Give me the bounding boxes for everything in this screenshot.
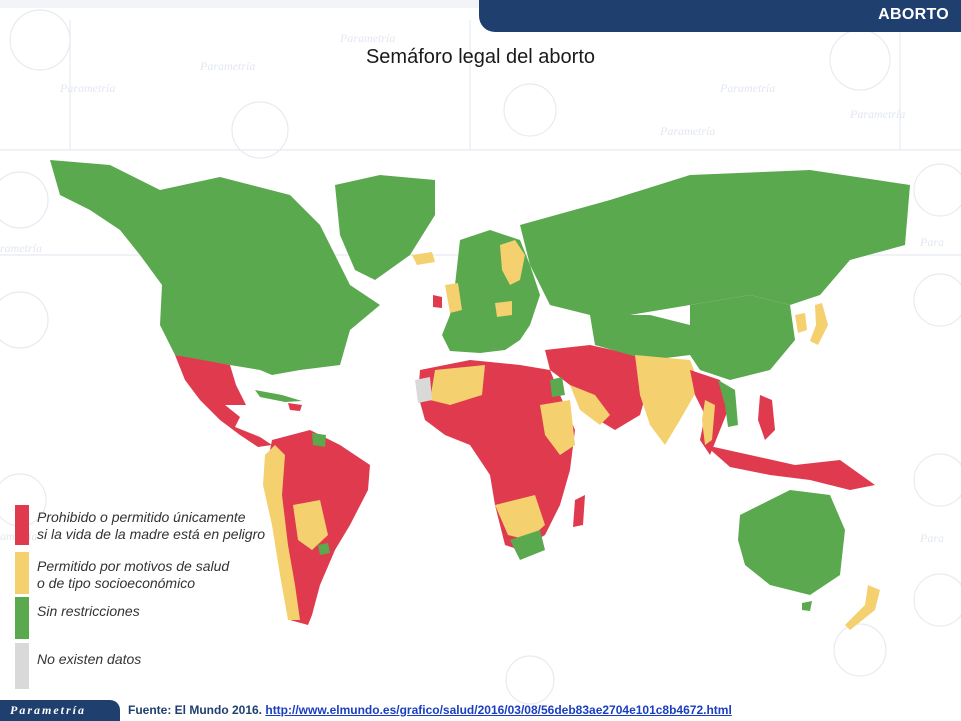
- world-map: [50, 160, 910, 630]
- legend-swatch-yellow: [15, 552, 29, 594]
- svg-text:Parametría: Parametría: [719, 81, 775, 95]
- svg-text:Parametría: Parametría: [199, 59, 255, 73]
- legend-red-line1: Prohibido o permitido únicamente: [37, 509, 246, 525]
- svg-text:Parametría: Parametría: [339, 31, 395, 45]
- legend-swatch-grey: [15, 643, 29, 689]
- region-iceland: [412, 252, 435, 265]
- svg-text:rametría: rametría: [0, 241, 42, 255]
- parametria-logo: Parametría: [0, 700, 120, 721]
- region-ireland: [433, 295, 442, 308]
- legend-green-line1: Sin restricciones: [37, 603, 140, 619]
- region-central-asia: [590, 315, 690, 360]
- region-uk: [445, 283, 462, 313]
- region-east-africa-yellow: [540, 400, 575, 455]
- region-caribbean: [255, 390, 302, 402]
- region-bolivia-paraguay: [293, 500, 328, 550]
- region-vietnam: [718, 380, 738, 427]
- section-tab: ABORTO: [479, 0, 961, 32]
- region-greenland: [335, 175, 435, 280]
- region-thailand: [702, 400, 715, 445]
- region-australia: [738, 490, 845, 595]
- svg-text:Para: Para: [919, 235, 944, 249]
- page-title: Semáforo legal del aborto: [365, 46, 596, 68]
- source-label: Fuente: El Mundo 2016.: [128, 703, 263, 717]
- footer: Parametría Fuente: El Mundo 2016. http:/…: [0, 700, 961, 721]
- source-link[interactable]: http://www.elmundo.es/grafico/salud/2016…: [265, 703, 732, 717]
- region-middle-east: [545, 345, 650, 430]
- region-southern-africa-yellow: [495, 495, 545, 540]
- svg-text:Parametría: Parametría: [849, 107, 905, 121]
- region-south-america-andes: [263, 445, 300, 620]
- legend-swatch-green: [15, 597, 29, 639]
- legend-yellow-line1: Permitido por motivos de salud: [37, 558, 230, 574]
- region-uruguay: [318, 543, 330, 555]
- region-philippines: [758, 395, 775, 440]
- svg-text:Para: Para: [919, 531, 944, 545]
- legend-grey-line1: No existen datos: [37, 651, 142, 667]
- legend-yellow-line2: o de tipo socioeconómico: [37, 575, 195, 591]
- footer-logo-text: Parametría: [10, 703, 86, 717]
- region-sahel-yellow: [430, 365, 485, 405]
- region-south-africa: [510, 530, 545, 560]
- region-madagascar: [573, 495, 585, 527]
- region-guyana: [312, 433, 326, 447]
- source-note: Fuente: El Mundo 2016. http://www.elmund…: [128, 703, 732, 717]
- legend-red-line2: si la vida de la madre está en peligro: [37, 526, 266, 542]
- region-india: [635, 355, 700, 445]
- region-western-sahara: [415, 377, 432, 403]
- region-korea: [795, 313, 807, 333]
- region-china: [690, 295, 795, 380]
- region-new-zealand: [845, 585, 880, 630]
- region-mexico-central-america: [175, 355, 272, 447]
- region-scandinavia: [500, 240, 525, 285]
- region-ethiopia-green: [550, 377, 565, 397]
- region-hispaniola: [288, 403, 302, 411]
- region-indonesia: [705, 445, 875, 490]
- svg-text:Parametría: Parametría: [659, 124, 715, 138]
- region-arabia-yellow: [570, 385, 610, 425]
- region-tasmania: [802, 601, 812, 611]
- region-russia: [520, 170, 910, 315]
- legend-swatch-red: [15, 505, 29, 545]
- section-tab-label: ABORTO: [878, 6, 949, 23]
- region-north-america: [50, 160, 380, 375]
- region-poland: [495, 301, 512, 317]
- region-japan: [810, 303, 828, 345]
- svg-text:Parametría: Parametría: [59, 81, 115, 95]
